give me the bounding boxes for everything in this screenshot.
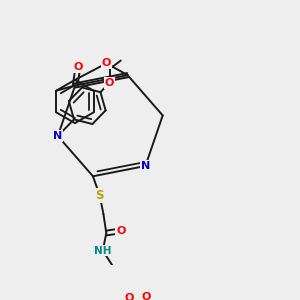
Text: N: N bbox=[141, 161, 150, 171]
Text: O: O bbox=[102, 58, 111, 68]
Text: O: O bbox=[141, 292, 151, 300]
Text: NH: NH bbox=[94, 246, 112, 256]
Text: O: O bbox=[116, 226, 125, 236]
Text: O: O bbox=[105, 78, 114, 88]
Text: S: S bbox=[95, 189, 104, 202]
Text: N: N bbox=[53, 131, 62, 141]
Text: O: O bbox=[124, 293, 134, 300]
Text: O: O bbox=[73, 62, 83, 72]
